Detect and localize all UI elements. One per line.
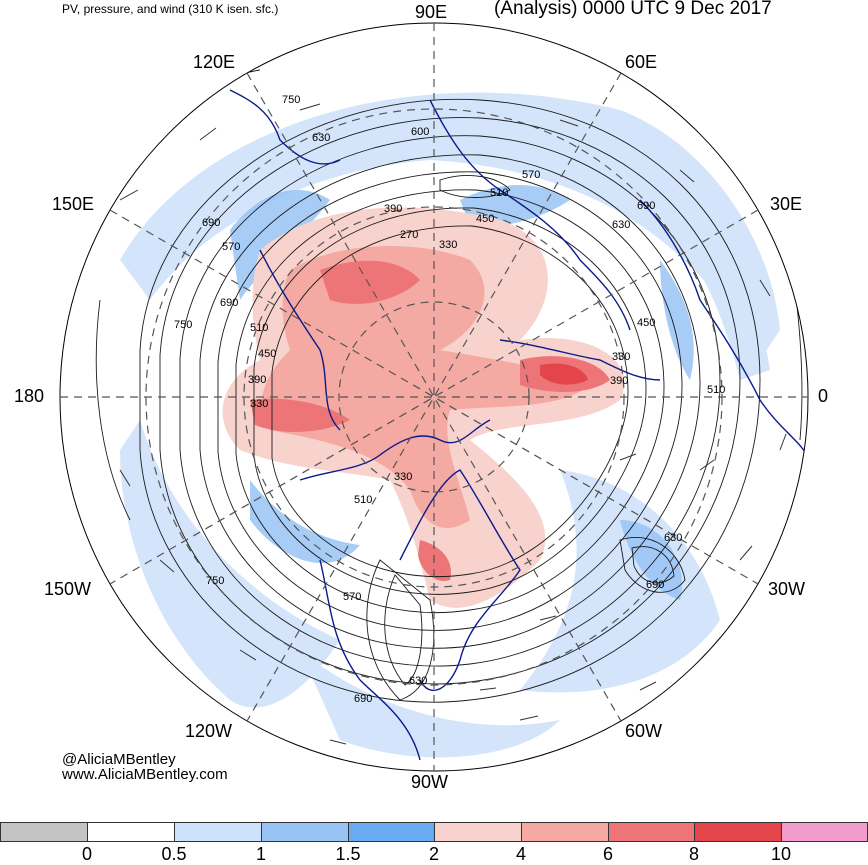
contour-label: 690	[637, 200, 655, 212]
meridian-lines	[60, 23, 808, 771]
colorbar-tick-label: 0.5	[161, 844, 187, 864]
colorbar-tick-label: 2	[428, 844, 440, 864]
contour-label: 570	[343, 591, 361, 603]
contour-label: 630	[664, 532, 682, 544]
colorbar-tick-label: 10	[770, 844, 792, 864]
lon-label-0: 0	[818, 386, 829, 406]
colorbar-box	[694, 822, 782, 842]
contour-label: 450	[258, 348, 276, 360]
colorbar-box	[781, 822, 868, 842]
contour-label: 750	[206, 575, 224, 587]
lon-label-150w: 150W	[44, 579, 92, 599]
coastlines	[229, 89, 808, 761]
colorbar-box	[0, 822, 88, 842]
colorbar-box	[348, 822, 436, 842]
colorbar-tick-label: 1	[255, 844, 267, 864]
contour-label: 600	[411, 126, 429, 138]
colorbar-tick-label: 6	[602, 844, 614, 864]
contour-label-layer: 750 630 600 570 510 450 390 330 270 690 …	[174, 94, 725, 705]
colorbar-tick-label: 8	[688, 844, 700, 864]
contour-label: 630	[312, 132, 330, 144]
contour-label: 570	[522, 169, 540, 181]
contour-label: 690	[202, 217, 220, 229]
latitude-circles	[145, 108, 723, 686]
contour-label: 330	[250, 398, 268, 410]
colorbar: 0 0.5 1 1.5 2 4 6 8 10	[0, 822, 868, 865]
wind-barbs	[119, 103, 787, 745]
map-subtitle: PV, pressure, and wind (310 K isen. sfc.…	[62, 2, 279, 16]
contour-label: 270	[400, 229, 418, 241]
contour-label: 690	[646, 579, 664, 591]
colorbar-tick-label: 0	[81, 844, 93, 864]
colorbar-box	[87, 822, 175, 842]
contour-label: 630	[409, 675, 427, 687]
lon-label-150e: 150E	[52, 194, 95, 214]
colorbar-box	[261, 822, 349, 842]
colorbar-box	[521, 822, 609, 842]
contour-label: 330	[439, 239, 457, 251]
contour-label: 690	[354, 693, 372, 705]
map-title: (Analysis) 0000 UTC 9 Dec 2017	[494, 0, 772, 19]
contour-label: 330	[612, 351, 630, 363]
contour-label: 510	[490, 187, 508, 199]
pv-low-shading	[120, 92, 780, 758]
lon-label-30w: 30W	[768, 579, 806, 599]
colorbar-box	[174, 822, 262, 842]
contour-label: 390	[610, 375, 628, 387]
lon-label-90e: 90E	[415, 2, 448, 22]
lon-label-120w: 120W	[185, 721, 233, 741]
contour-label: 390	[248, 374, 266, 386]
colorbar-tick-label: 4	[515, 844, 527, 864]
lon-label-180: 180	[14, 386, 45, 406]
lon-label-30e: 30E	[770, 194, 803, 214]
contour-label: 750	[282, 94, 300, 106]
lon-label-60w: 60W	[625, 721, 663, 741]
contour-label: 450	[637, 317, 655, 329]
author-handle: @AliciaMBentley	[62, 751, 176, 768]
contour-label: 330	[394, 471, 412, 483]
contour-label: 450	[476, 213, 494, 225]
contour-label: 510	[707, 384, 725, 396]
contour-label: 510	[250, 322, 268, 334]
colorbar-box	[434, 822, 522, 842]
contour-label: 630	[612, 219, 630, 231]
pv-high-shading	[222, 207, 625, 608]
contour-label: 690	[220, 297, 238, 309]
lon-label-90w: 90W	[411, 772, 449, 792]
contour-label: 510	[354, 494, 372, 506]
contour-label: 750	[174, 319, 192, 331]
lon-label-120e: 120E	[193, 52, 236, 72]
contour-label: 570	[222, 241, 240, 253]
colorbar-tick-label: 1.5	[335, 844, 361, 864]
colorbar-box	[608, 822, 696, 842]
lon-label-60e: 60E	[625, 52, 658, 72]
author-url[interactable]: www.AliciaMBentley.com	[62, 766, 228, 783]
contour-label: 390	[384, 203, 402, 215]
polar-map: 750 630 600 570 510 450 390 330 270 690 …	[59, 22, 809, 772]
